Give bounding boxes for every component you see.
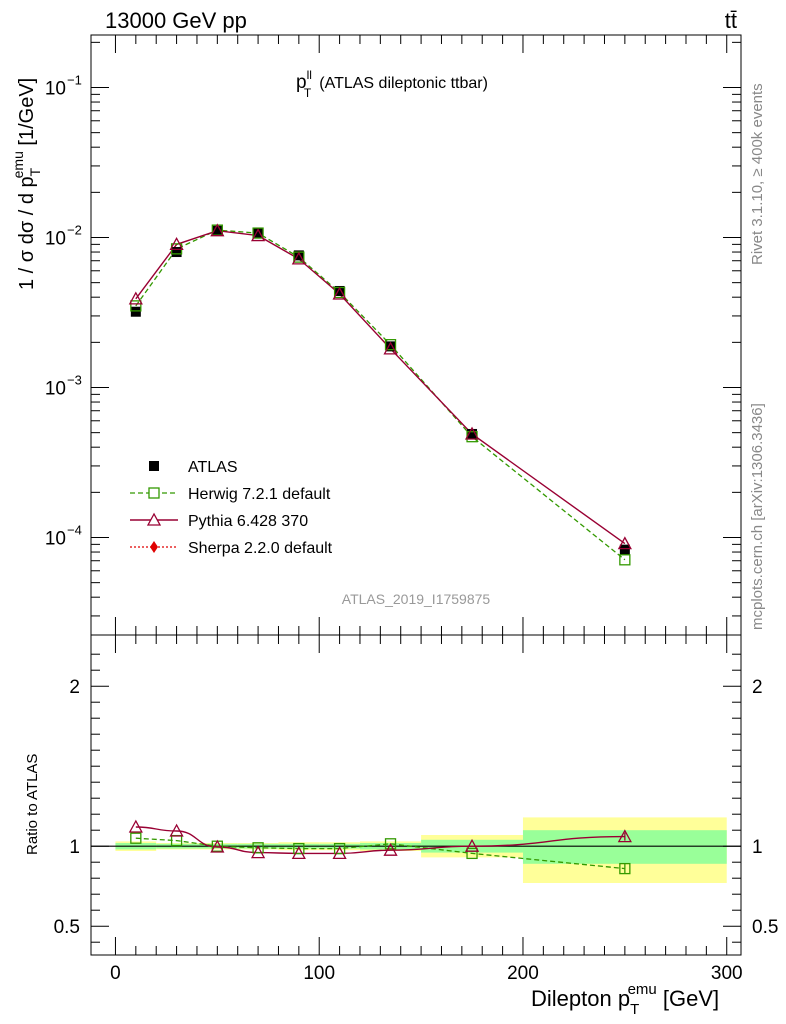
ratio-herwig-point (293, 842, 305, 855)
ratio-herwig-point (384, 838, 397, 850)
ratio-y-axis-label: Ratio to ATLAS (24, 754, 41, 855)
ratio-panel: 0.5 0.5 1 1 2 2 0 100 200 300 Ratio to ATLAS Dile… (24, 634, 778, 1018)
ratio-series (128, 819, 632, 875)
ratio-pythia-point (169, 823, 184, 837)
ratio-herwig-point (619, 862, 631, 875)
pythia-point (250, 228, 266, 242)
ratio-y-tick-label-left: 1 (69, 837, 80, 858)
pythia-point (169, 237, 184, 251)
atlas-point (467, 428, 478, 439)
ratio-y-tick-label-right: 2 (752, 677, 763, 698)
y-tick-label: 10 (45, 379, 66, 400)
pythia-point (617, 536, 632, 550)
atlas-point (171, 247, 182, 258)
legend-marker-atlas (149, 461, 159, 471)
atlas-point (334, 285, 345, 296)
pythia-point (383, 341, 398, 355)
y-tick-label: 10 (45, 79, 66, 100)
header-left: 13000 GeV pp (105, 8, 247, 33)
main-axis-ticks: 10−110−210−310−4 (45, 35, 741, 635)
ratio-y-tick-label-right: 0.5 (752, 917, 778, 938)
ratio-pythia-point (210, 839, 225, 853)
ratio-pythia-point (383, 842, 398, 856)
ratio-y-tick-label-right: 1 (752, 837, 763, 858)
herwig-line (135, 229, 626, 561)
legend: ATLAS Herwig 7.2.1 default Pythia 6.428 37… (130, 459, 333, 557)
legend-marker-sherpa (150, 541, 158, 553)
y-tick-label-exponent: −2 (67, 223, 82, 238)
legend-label: Pythia 6.428 370 (188, 513, 308, 530)
pythia-point (128, 291, 143, 305)
main-panel: 10−110−210−310−4 pll T(ATLAS dileptonic t… (10, 34, 742, 636)
y-tick-label-exponent: −4 (67, 523, 82, 538)
ratio-herwig-point (130, 832, 142, 844)
pythia-point (210, 223, 225, 237)
herwig-point (130, 300, 142, 312)
x-tick-label: 0 (110, 963, 121, 984)
watermark-text: ATLAS_2019_I1759875 (342, 591, 491, 607)
x-tick-label: 300 (711, 963, 743, 984)
y-tick-label-exponent: −3 (67, 373, 82, 388)
x-axis-label: Dilepton pTemu [GeV] (531, 981, 719, 1018)
legend-label: Sherpa 2.2.0 default (188, 540, 333, 557)
herwig-point (619, 554, 631, 566)
legend-label: ATLAS (188, 459, 238, 476)
y-tick-label-exponent: −1 (67, 73, 82, 88)
ratio-pythia-line (135, 826, 625, 855)
x-tick-label: 200 (507, 963, 539, 984)
ratio-pythia-point (332, 846, 347, 860)
ratio-frame (90, 634, 742, 956)
mcplots-side-text: mcplots.cern.ch [arXiv:1306.3436] (749, 403, 766, 630)
main-y-axis-label: 1 / σ dσ / d pTemu [1/GeV] (10, 78, 43, 290)
atlas-point (385, 341, 396, 352)
rivet-side-text: Rivet 3.1.10, ≥ 400k events (749, 83, 766, 265)
atlas-point (212, 225, 223, 236)
ratio-pythia-point (291, 846, 306, 860)
ratio-bands (91, 817, 741, 883)
pythia-point (291, 251, 306, 265)
ratio-herwig-point (333, 842, 346, 855)
herwig-point (384, 339, 397, 351)
y-tick-label: 10 (45, 229, 66, 250)
ratio-y-tick-label-left: 0.5 (54, 917, 80, 938)
ratio-herwig-point (252, 842, 264, 854)
atlas-point (130, 306, 141, 317)
ratio-y-tick-label-left: 2 (69, 677, 80, 698)
pythia-point (464, 426, 480, 440)
main-title: pll T(ATLAS dileptonic ttbar) (296, 68, 488, 100)
pythia-point (332, 286, 347, 300)
atlas-point (253, 227, 264, 238)
ratio-axis-ticks: 0.5 0.5 1 1 2 2 0 100 200 300 (54, 635, 778, 984)
atlas-point (293, 250, 304, 261)
legend-marker-pythia (146, 512, 162, 526)
herwig-point (252, 227, 264, 239)
main-series (128, 223, 632, 566)
ratio-pythia-point (250, 845, 266, 859)
ratio-pythia-point (128, 819, 143, 833)
legend-marker-herwig (148, 487, 160, 499)
ratio-pythia-point (464, 838, 480, 852)
atlas-point (619, 544, 630, 555)
y-tick-label: 10 (45, 529, 66, 550)
ratio-herwig-point (466, 847, 478, 860)
header-right: tt̄ (725, 8, 737, 33)
x-tick-label: 100 (303, 963, 335, 984)
legend-label: Herwig 7.2.1 default (188, 486, 331, 503)
ratio-pythia-point (617, 829, 632, 843)
